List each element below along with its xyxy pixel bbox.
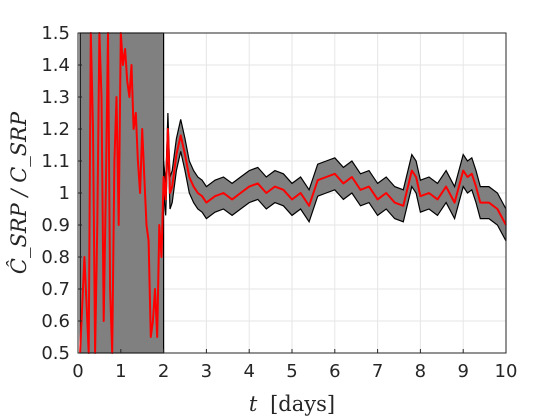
x-tick-label: 3 <box>201 361 212 382</box>
x-axis-label: t [days] <box>249 392 335 416</box>
y-axis-ticks: 0.5 0.6 0.7 0.8 0.9 1 1.1 1.2 1.3 1.4 1.5 <box>41 23 82 364</box>
x-tick-label: 1 <box>115 361 126 382</box>
y-tick-label: 1.5 <box>41 23 70 44</box>
x-axis-label-var: t <box>249 392 258 416</box>
y-tick-label: 0.8 <box>41 247 70 268</box>
x-tick-label: 0 <box>72 361 83 382</box>
x-tick-label: 10 <box>495 361 518 382</box>
x-tick-label: 9 <box>457 361 468 382</box>
y-axis-label: Ĉ_SRP / C_SRP <box>6 111 31 274</box>
x-tick-label: 8 <box>415 361 426 382</box>
x-tick-label: 7 <box>372 361 383 382</box>
y-tick-label: 0.9 <box>41 215 70 236</box>
x-tick-label: 2 <box>158 361 169 382</box>
estimate-series <box>79 32 507 354</box>
y-tick-label: 0.7 <box>41 279 70 300</box>
x-tick-label: 6 <box>329 361 340 382</box>
x-axis-label-unit: [days] <box>270 392 335 416</box>
x-axis-ticks: 0 1 2 3 4 5 6 7 8 9 10 <box>72 349 517 382</box>
estimate-line <box>79 32 507 354</box>
x-tick-label: 5 <box>286 361 297 382</box>
y-tick-label: 1.2 <box>41 119 70 140</box>
y-tick-label: 1 <box>59 183 70 204</box>
x-tick-label: 4 <box>243 361 254 382</box>
y-tick-label: 0.5 <box>41 343 70 364</box>
y-tick-label: 1.3 <box>41 87 70 108</box>
y-tick-label: 1.1 <box>41 151 70 172</box>
y-tick-label: 1.4 <box>41 55 70 76</box>
y-tick-label: 0.6 <box>41 311 70 332</box>
